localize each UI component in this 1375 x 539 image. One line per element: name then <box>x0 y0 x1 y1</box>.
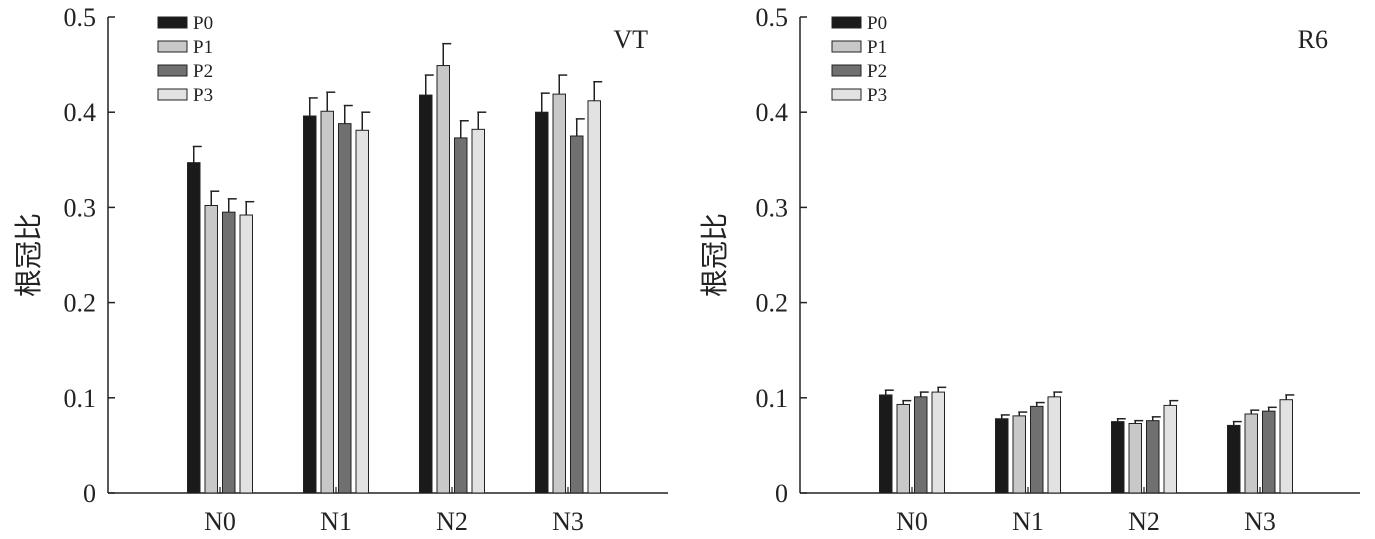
bar-p0-n2 <box>419 94 433 494</box>
legend-swatch-p0 <box>157 16 188 29</box>
legend-swatch-p1 <box>157 40 188 53</box>
y-axis-label: 根冠比 <box>13 213 45 297</box>
bar-p0-n3 <box>535 111 549 494</box>
y-tick-label: 0.3 <box>64 193 97 222</box>
y-tick-label: 0.1 <box>756 384 789 413</box>
x-tick-label-n1: N1 <box>320 507 352 536</box>
bar-p2-n3 <box>570 135 584 494</box>
bar-p1-n2 <box>1128 423 1142 494</box>
x-tick-label-n3: N3 <box>1244 507 1276 536</box>
x-tick-label-n2: N2 <box>436 507 468 536</box>
legend-label-p0: P0 <box>867 13 887 34</box>
x-tick-label-n0: N0 <box>896 507 928 536</box>
bar-p3-n2 <box>1163 404 1177 494</box>
bar-p1-n1 <box>320 110 334 494</box>
bar-p3-n0 <box>931 391 945 494</box>
bar-p0-n2 <box>1111 421 1125 494</box>
bar-p3-n1 <box>355 129 369 494</box>
legend-label-p2: P2 <box>193 61 213 82</box>
bar-p3-n3 <box>587 100 601 494</box>
bar-p3-n1 <box>1047 396 1061 494</box>
bar-p3-n2 <box>471 128 485 494</box>
legend-label-p1: P1 <box>193 37 213 58</box>
y-tick-label: 0.2 <box>64 289 97 318</box>
legend-label-p0: P0 <box>193 13 213 34</box>
chart-panel-vt: 0 0.1 0.2 0.3 0.4 0.5 根冠比 VT N0 N1 N2 N3 P0 P1 P2 P3 <box>13 3 668 536</box>
legend-swatch-p1 <box>831 40 862 53</box>
legend-swatch-p3 <box>831 88 862 101</box>
bar-p2-n0 <box>222 211 236 494</box>
panel-title: VT <box>613 25 648 54</box>
bar-p3-n0 <box>239 214 253 494</box>
bar-p0-n1 <box>995 418 1009 494</box>
bar-p0-n0 <box>879 394 893 494</box>
bar-p2-n0 <box>914 396 928 494</box>
bar-p0-n3 <box>1227 424 1241 494</box>
legend: P0 P1 P2 P3 <box>831 13 887 106</box>
bar-p2-n2 <box>1146 420 1160 494</box>
bar-p2-n1 <box>338 123 352 494</box>
bar-p0-n1 <box>303 115 317 494</box>
legend: P0 P1 P2 P3 <box>157 13 213 106</box>
bar-p3-n3 <box>1279 399 1293 494</box>
legend-swatch-p2 <box>157 64 188 77</box>
bar-p0-n0 <box>187 162 201 494</box>
y-tick-label: 0 <box>775 479 788 508</box>
bar-p2-n2 <box>454 137 468 494</box>
y-tick-label: 0.5 <box>756 3 789 32</box>
bar-p2-n1 <box>1030 405 1044 494</box>
bar-p1-n0 <box>896 403 910 494</box>
x-tick-label-n1: N1 <box>1012 507 1044 536</box>
bar-p1-n0 <box>204 204 218 494</box>
y-tick-label: 0 <box>83 479 96 508</box>
legend-label-p3: P3 <box>193 85 213 106</box>
x-tick-label-n3: N3 <box>552 507 584 536</box>
y-tick-label: 0.5 <box>64 3 97 32</box>
bar-p2-n3 <box>1262 410 1276 494</box>
legend-swatch-p2 <box>831 64 862 77</box>
y-axis-label: 根冠比 <box>699 213 731 297</box>
y-tick-label: 0.2 <box>756 289 789 318</box>
y-tick-label: 0.3 <box>756 193 789 222</box>
x-tick-label-n0: N0 <box>204 507 236 536</box>
legend-swatch-p0 <box>831 16 862 29</box>
legend-label-p3: P3 <box>867 85 887 106</box>
x-tick-label-n2: N2 <box>1128 507 1160 536</box>
chart-panel-r6: 0 0.1 0.2 0.3 0.4 0.5 根冠比 R6 N0 N1 N2 N3 P0 P1 P2 P3 <box>699 3 1360 536</box>
panel-title: R6 <box>1298 25 1328 54</box>
legend-label-p1: P1 <box>867 37 887 58</box>
bar-p1-n2 <box>436 65 450 494</box>
bar-p1-n3 <box>1244 413 1258 494</box>
bar-p1-n1 <box>1012 415 1026 494</box>
legend-label-p2: P2 <box>867 61 887 82</box>
y-tick-label: 0.1 <box>64 384 97 413</box>
y-tick-label: 0.4 <box>64 98 97 127</box>
bar-p1-n3 <box>552 93 566 494</box>
y-tick-label: 0.4 <box>756 98 789 127</box>
legend-swatch-p3 <box>157 88 188 101</box>
